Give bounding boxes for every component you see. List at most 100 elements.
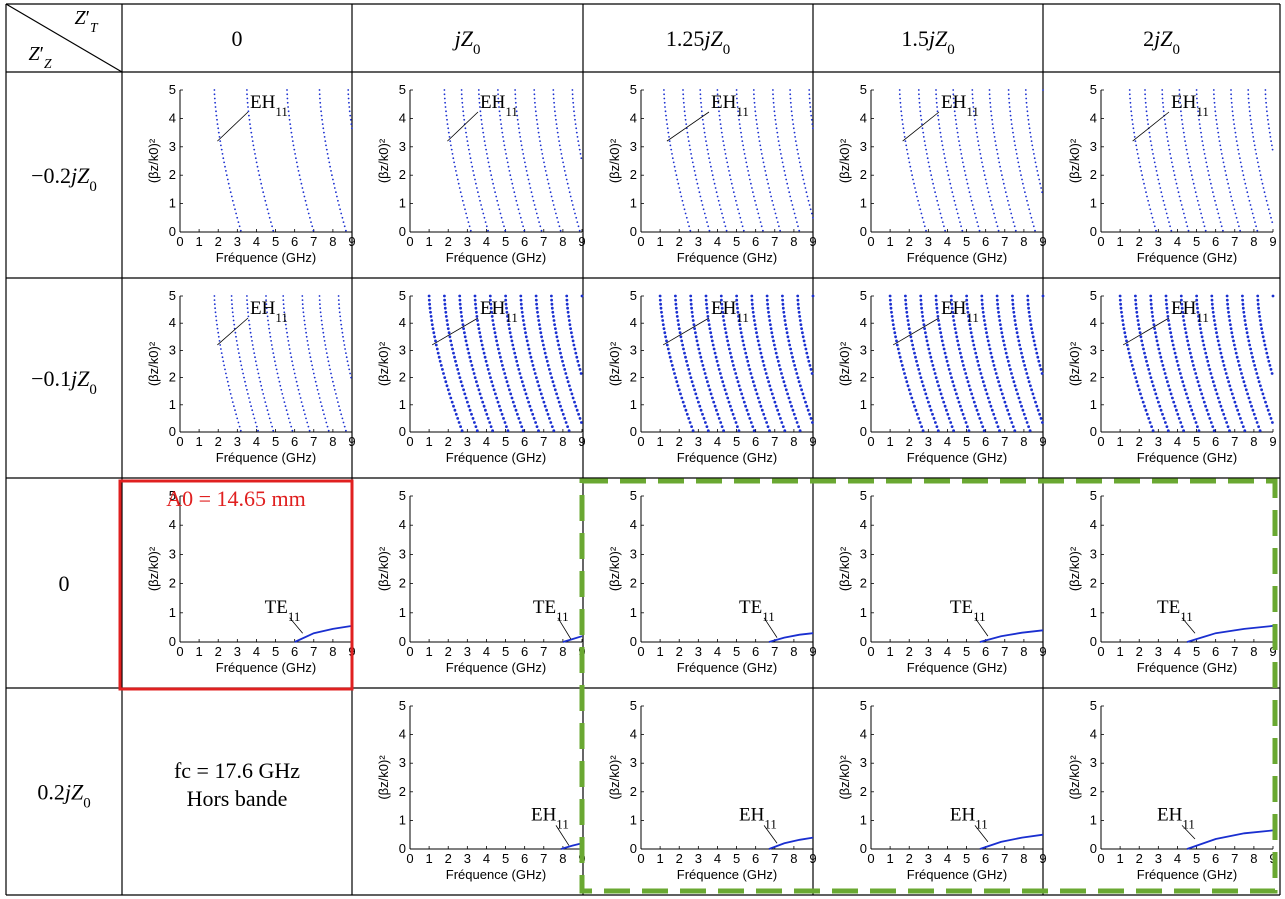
curve-point	[1031, 145, 1033, 147]
x-tick-label: 6	[521, 234, 528, 249]
curve-point	[330, 170, 332, 172]
curve-point	[238, 422, 240, 424]
curve-point	[760, 221, 762, 223]
curve-point	[541, 230, 543, 232]
curve-point	[1028, 208, 1030, 210]
curve-point	[1035, 162, 1037, 164]
curve-point	[807, 196, 809, 198]
curve-point	[246, 89, 248, 91]
curve-point	[1023, 187, 1025, 189]
curve-point	[672, 368, 675, 371]
curve-point	[1200, 331, 1203, 334]
curve-point	[959, 405, 962, 408]
curve-point	[216, 115, 218, 117]
curve-point	[306, 204, 308, 206]
curve-point	[974, 213, 976, 215]
curve-point	[1014, 323, 1017, 326]
cutoff-frequency-text: fc = 17.6 GHz	[174, 758, 300, 783]
curve-point	[215, 110, 217, 112]
curve-point	[480, 397, 483, 400]
x-tick-label: 6	[521, 851, 528, 866]
curve-point	[974, 119, 976, 121]
curve-point	[462, 110, 464, 112]
curve-point	[1212, 311, 1215, 314]
curve-point	[1228, 187, 1230, 189]
curve-point	[743, 348, 746, 351]
curve-point	[1147, 368, 1150, 371]
curve-point	[1249, 110, 1251, 112]
curve-point	[1033, 397, 1036, 400]
curve-point	[527, 344, 530, 347]
curve-point	[748, 417, 751, 420]
curve-point	[902, 123, 904, 125]
x-tick-label: 7	[540, 644, 547, 659]
curve-point	[504, 376, 507, 379]
curve-point	[770, 196, 772, 198]
curve-point	[555, 213, 557, 215]
curve-point	[465, 127, 467, 129]
x-tick-label: 9	[1039, 851, 1046, 866]
curve-point	[706, 425, 709, 428]
curve-point	[808, 413, 811, 416]
x-tick-label: 1	[886, 851, 893, 866]
mode-label: EH11	[531, 804, 569, 831]
curve-point	[680, 335, 683, 338]
curve-point	[231, 299, 233, 301]
curve-point	[473, 372, 476, 375]
y-tick-label: 1	[630, 397, 637, 412]
curve-point	[1202, 344, 1205, 347]
curve-point	[340, 320, 342, 322]
curve-point	[1198, 384, 1201, 387]
curve-point	[783, 380, 786, 383]
curve-point	[255, 360, 257, 362]
curve-point	[301, 183, 303, 185]
curve-point	[321, 115, 323, 117]
curve-point	[332, 381, 334, 383]
y-tick-label: 5	[860, 288, 867, 303]
curve-point	[457, 179, 459, 181]
curve-point	[674, 295, 677, 298]
curve-point	[983, 429, 986, 432]
curve-point	[772, 397, 775, 400]
curve-point	[907, 384, 910, 387]
curve-point	[700, 93, 702, 95]
curve-point	[773, 102, 775, 104]
curve-point	[925, 149, 927, 151]
curve-point	[793, 127, 795, 129]
curve-point	[337, 200, 339, 202]
curve-point	[1257, 303, 1260, 306]
curve-point	[256, 162, 258, 164]
curve-point	[470, 230, 472, 232]
curve-point	[1241, 166, 1243, 168]
curve-point	[893, 327, 896, 330]
curve-point	[910, 340, 913, 343]
curve-point	[1009, 208, 1011, 210]
curve-point	[492, 183, 494, 185]
curve-point	[1016, 153, 1018, 155]
curve-point	[553, 98, 555, 100]
x-axis-label: Fréquence (GHz)	[446, 867, 546, 882]
curve-point	[1016, 331, 1019, 334]
curve-point	[702, 119, 704, 121]
curve-point	[536, 380, 539, 383]
curve-point	[270, 221, 272, 223]
y-tick-label: 4	[630, 517, 637, 532]
mode-curve	[769, 633, 813, 642]
curve-point	[493, 327, 496, 330]
x-tick-label: 2	[445, 851, 452, 866]
curve-point	[1130, 110, 1132, 112]
x-tick-label: 6	[982, 851, 989, 866]
curve-point	[913, 352, 916, 355]
curve-point	[1201, 335, 1204, 338]
curve-point	[466, 344, 469, 347]
curve-point	[1245, 327, 1248, 330]
x-tick-label: 4	[1174, 644, 1181, 659]
curve-point	[1181, 115, 1183, 117]
curve-point	[266, 405, 268, 407]
curve-point	[1256, 295, 1259, 298]
curve-point	[796, 221, 798, 223]
curve-point	[789, 348, 792, 351]
curve-point	[742, 340, 745, 343]
curve-point	[562, 162, 564, 164]
curve-point	[1225, 421, 1228, 424]
